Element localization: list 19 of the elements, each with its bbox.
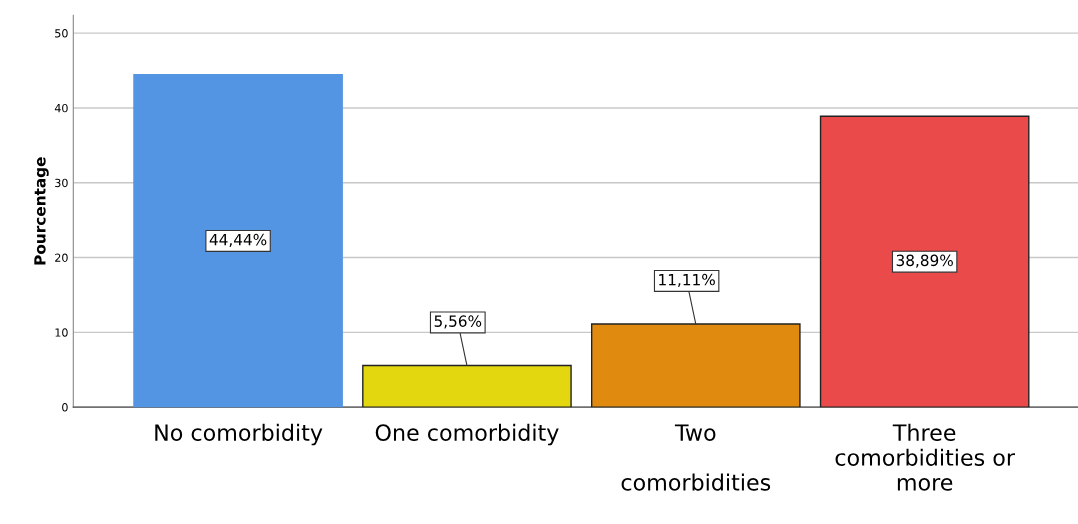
bar	[133, 74, 343, 408]
x-tick-label: No comorbidity	[155, 423, 323, 446]
data-label: 44,44%	[209, 233, 267, 247]
data-label: 38,89%	[896, 254, 953, 268]
y-tick-label: 20	[55, 253, 68, 262]
y-tick-label: 0	[62, 403, 68, 412]
bar	[590, 323, 801, 408]
x-tick-label: Three comorbidities or more	[835, 423, 1015, 491]
y-tick-label: 30	[55, 178, 68, 188]
x-tick-label: One comorbidity	[375, 423, 559, 446]
bar	[362, 364, 572, 408]
y-axis-title: Pourcentage	[34, 157, 49, 265]
bar	[819, 115, 1030, 408]
y-tick-label: 40	[54, 103, 68, 113]
category-label: Two comorbidities	[621, 424, 771, 491]
data-label: 11,11%	[659, 273, 715, 287]
y-tick-label: 50	[55, 29, 68, 38]
y-tick-label: 10	[55, 328, 68, 337]
data-label: 5,56%	[434, 315, 482, 329]
